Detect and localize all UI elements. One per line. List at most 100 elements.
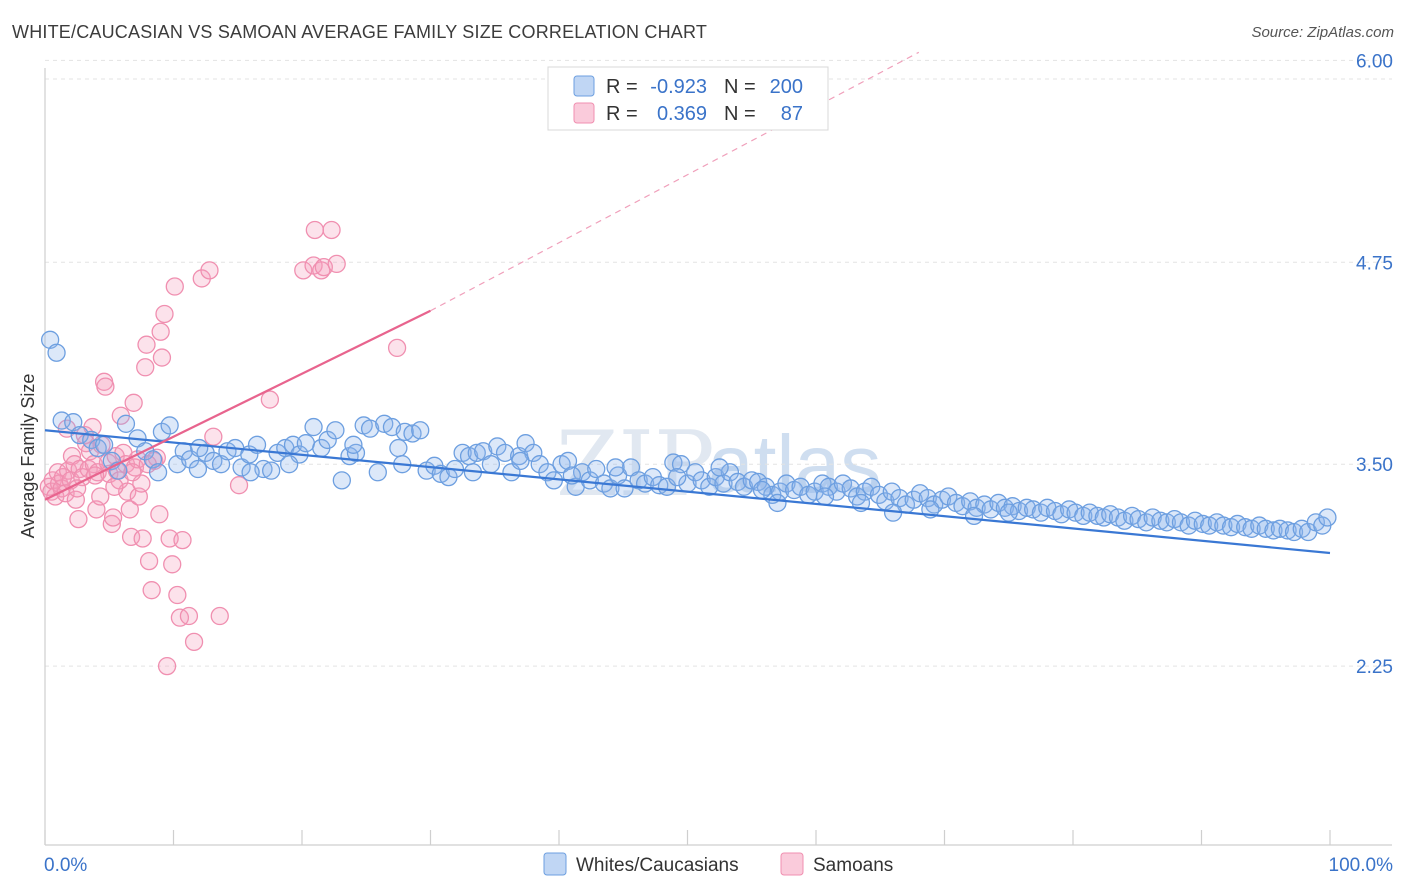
bottom-legend-swatch-samoans [780,852,804,876]
legend-swatch-samoans [573,102,595,124]
x-axis-ticks [44,830,1331,845]
data-point [148,463,168,482]
data-point [173,530,192,550]
data-point [96,377,115,396]
data-point [136,358,155,377]
data-point [700,477,719,496]
data-point [312,261,331,280]
data-point [168,585,187,605]
data-point [344,435,363,454]
source-label: Source: ZipAtlas.com [1251,24,1394,41]
legend-swatch-whites [573,75,595,97]
data-point [165,277,184,296]
series-whites-caucasians [40,330,1337,542]
data-point [322,220,341,240]
data-point [229,476,249,495]
y-tick-labels: 2.25 3.50 4.75 6.00 [1356,51,1393,678]
axes [44,68,1392,846]
legend-r-label-samoans: R = [606,103,638,125]
data-point [964,506,984,526]
data-point [326,421,345,440]
data-point [1017,498,1036,517]
data-point [116,414,136,433]
legend-n-label-samoans: N = [724,103,756,125]
data-point [768,493,787,513]
chart-title: WHITE/CAUCASIAN VS SAMOAN AVERAGE FAMILY… [12,22,708,42]
legend-top: R = -0.923 N = 200 R = 0.369 N = 87 [547,66,829,131]
y-tick-label: 4.75 [1356,253,1393,274]
data-point [139,551,159,571]
data-point [389,438,408,458]
data-point [157,656,177,676]
data-point [204,427,223,446]
bottom-legend-label-samoans: Samoans [813,855,893,876]
y-tick-label: 2.25 [1356,657,1393,678]
y-tick-label: 6.00 [1356,51,1393,72]
data-point [121,527,141,547]
data-point [511,451,530,471]
legend-bottom: Whites/Caucasians Samoans [543,852,893,876]
data-point [710,458,729,477]
data-point [163,555,182,574]
series-samoans [39,220,407,676]
data-point [720,463,740,482]
trend-line-whites [44,429,1331,555]
data-point [1236,518,1255,537]
data-point [105,477,124,496]
data-point [587,459,606,479]
data-point [305,220,325,240]
data-point [260,390,280,409]
data-point [332,471,351,490]
data-point [200,261,219,280]
data-point [52,411,71,430]
legend-top-box [547,66,829,131]
data-point [387,338,407,358]
data-point [137,335,156,354]
data-point [142,581,161,600]
data-point [94,435,114,454]
data-point [606,458,625,477]
data-point [124,393,143,412]
trend-line-samoans-extension [430,51,920,312]
legend-n-value-samoans: 87 [781,103,803,125]
data-point [1151,511,1170,530]
data-point [102,514,121,534]
data-point [188,459,208,479]
data-point [151,322,170,341]
data-point [190,438,209,458]
data-point [103,508,123,527]
data-point [815,487,835,506]
data-point [133,529,152,548]
data-point [91,487,110,506]
bottom-legend-swatch-whites [543,852,567,876]
data-point [368,463,387,482]
data-point [752,480,772,500]
data-point [123,463,142,482]
data-point [481,455,501,474]
data-point [160,416,179,435]
data-point [467,443,486,463]
data-point [262,461,281,480]
data-point [47,343,66,362]
data-point [524,443,543,463]
data-point [580,471,599,490]
legend-r-value-samoans: 0.369 [657,103,707,125]
legend-r-label-whites: R = [606,76,638,98]
data-point [279,455,299,474]
x-tick-label-min: 0.0% [44,855,87,876]
data-point [999,503,1018,522]
data-point [1278,521,1297,540]
data-point [516,434,535,453]
data-point [69,509,88,529]
bottom-legend-label-whites: Whites/Caucasians [576,855,739,876]
data-point [1318,508,1337,527]
data-point [294,261,313,280]
data-point [179,606,199,626]
x-tick-label-max: 100.0% [1329,855,1394,876]
legend-n-value-whites: 200 [770,76,803,98]
data-point [304,417,323,437]
data-point [152,348,172,367]
data-point [1264,521,1283,540]
data-point [668,467,687,487]
